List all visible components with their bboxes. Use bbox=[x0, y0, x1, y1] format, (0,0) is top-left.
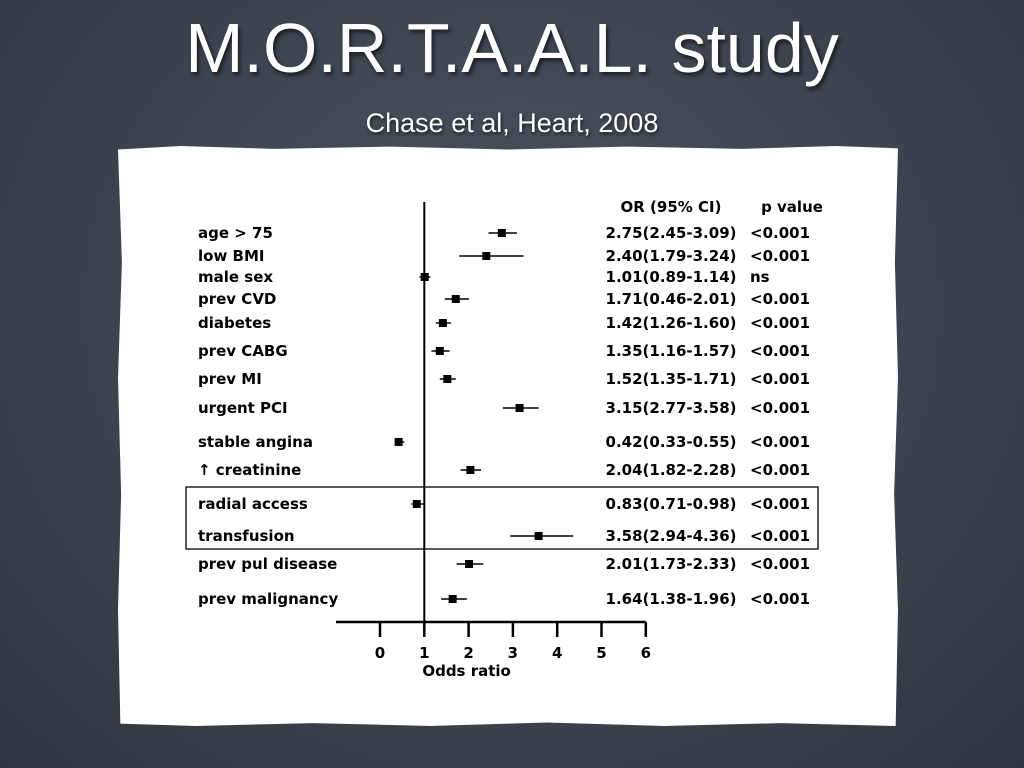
row-label: radial access bbox=[198, 495, 308, 513]
or-point bbox=[435, 347, 444, 355]
x-tick-label: 2 bbox=[463, 644, 473, 662]
row-label: age > 75 bbox=[198, 224, 273, 242]
row-label: low BMI bbox=[198, 247, 264, 265]
p-value: <0.001 bbox=[750, 433, 810, 451]
highlight-box bbox=[185, 486, 819, 550]
p-value: <0.001 bbox=[750, 399, 810, 417]
row-label: stable angina bbox=[198, 433, 313, 451]
x-tick-label: 1 bbox=[419, 644, 429, 662]
or-ci-value: 2.01(1.73-2.33) bbox=[606, 555, 737, 573]
p-value: <0.001 bbox=[750, 224, 810, 242]
p-value: <0.001 bbox=[750, 247, 810, 265]
p-value: <0.001 bbox=[750, 342, 810, 360]
or-ci-value: 0.83(0.71-0.98) bbox=[606, 495, 737, 513]
or-point bbox=[412, 500, 421, 508]
row-label: prev pul disease bbox=[198, 555, 337, 573]
or-ci-value: 2.04(1.82-2.28) bbox=[606, 461, 737, 479]
or-ci-value: 1.35(1.16-1.57) bbox=[606, 342, 737, 360]
or-point bbox=[497, 229, 506, 237]
p-value: <0.001 bbox=[750, 290, 810, 308]
or-point bbox=[394, 438, 403, 446]
or-ci-value: 1.01(0.89-1.14) bbox=[606, 268, 737, 286]
x-tick-label: 0 bbox=[375, 644, 385, 662]
row-label: diabetes bbox=[198, 314, 271, 332]
or-point bbox=[420, 273, 429, 281]
header-p: p value bbox=[761, 198, 823, 216]
x-tick-label: 6 bbox=[641, 644, 651, 662]
or-point bbox=[515, 404, 524, 412]
or-point bbox=[443, 375, 452, 383]
x-axis-label: Odds ratio bbox=[422, 662, 511, 680]
or-ci-value: 1.71(0.46-2.01) bbox=[606, 290, 737, 308]
p-value: ns bbox=[750, 268, 770, 286]
slide-subtitle: Chase et al, Heart, 2008 bbox=[365, 108, 659, 138]
or-ci-value: 2.40(1.79-3.24) bbox=[606, 247, 737, 265]
p-value: <0.001 bbox=[750, 461, 810, 479]
or-point bbox=[534, 532, 543, 540]
or-ci-value: 3.58(2.94-4.36) bbox=[606, 527, 737, 545]
forest-text: OR (95% CI) p value age > 75 2.75(2.45-3.09… bbox=[198, 198, 823, 608]
boxed-rows-frame bbox=[185, 486, 819, 550]
forest-plot: 0 1 2 3 4 5 6 Odds ratio OR (95% CI) p value age … bbox=[185, 198, 823, 680]
paper-card: 0 1 2 3 4 5 6 Odds ratio OR (95% CI) p value age … bbox=[118, 146, 898, 726]
row-label: prev CVD bbox=[198, 290, 276, 308]
or-point bbox=[438, 319, 447, 327]
p-value: <0.001 bbox=[750, 527, 810, 545]
or-ci-value: 1.52(1.35-1.71) bbox=[606, 370, 737, 388]
slide-title: M.O.R.T.A.A.L. study bbox=[185, 9, 839, 87]
or-point bbox=[448, 595, 457, 603]
p-value: <0.001 bbox=[750, 495, 810, 513]
x-axis: 0 1 2 3 4 5 6 Odds ratio bbox=[336, 202, 651, 680]
or-point bbox=[451, 295, 460, 303]
x-tick-label: 5 bbox=[596, 644, 606, 662]
or-point bbox=[465, 560, 474, 568]
or-ci-value: 3.15(2.77-3.58) bbox=[606, 399, 737, 417]
x-tick-label: 3 bbox=[508, 644, 518, 662]
row-label: prev MI bbox=[198, 370, 262, 388]
row-label: urgent PCI bbox=[198, 399, 288, 417]
or-point bbox=[482, 252, 491, 260]
row-label: transfusion bbox=[198, 527, 295, 545]
p-value: <0.001 bbox=[750, 590, 810, 608]
p-value: <0.001 bbox=[750, 370, 810, 388]
forest-rows bbox=[394, 229, 574, 603]
p-value: <0.001 bbox=[750, 555, 810, 573]
or-ci-value: 1.64(1.38-1.96) bbox=[606, 590, 737, 608]
header-or: OR (95% CI) bbox=[621, 198, 722, 216]
row-label: ↑ creatinine bbox=[198, 461, 301, 479]
or-point bbox=[466, 466, 475, 474]
row-label: prev CABG bbox=[198, 342, 288, 360]
row-label: prev malignancy bbox=[198, 590, 338, 608]
or-ci-value: 2.75(2.45-3.09) bbox=[606, 224, 737, 242]
p-value: <0.001 bbox=[750, 314, 810, 332]
or-ci-value: 0.42(0.33-0.55) bbox=[606, 433, 737, 451]
x-tick-label: 4 bbox=[552, 644, 562, 662]
or-ci-value: 1.42(1.26-1.60) bbox=[606, 314, 737, 332]
row-label: male sex bbox=[198, 268, 273, 286]
